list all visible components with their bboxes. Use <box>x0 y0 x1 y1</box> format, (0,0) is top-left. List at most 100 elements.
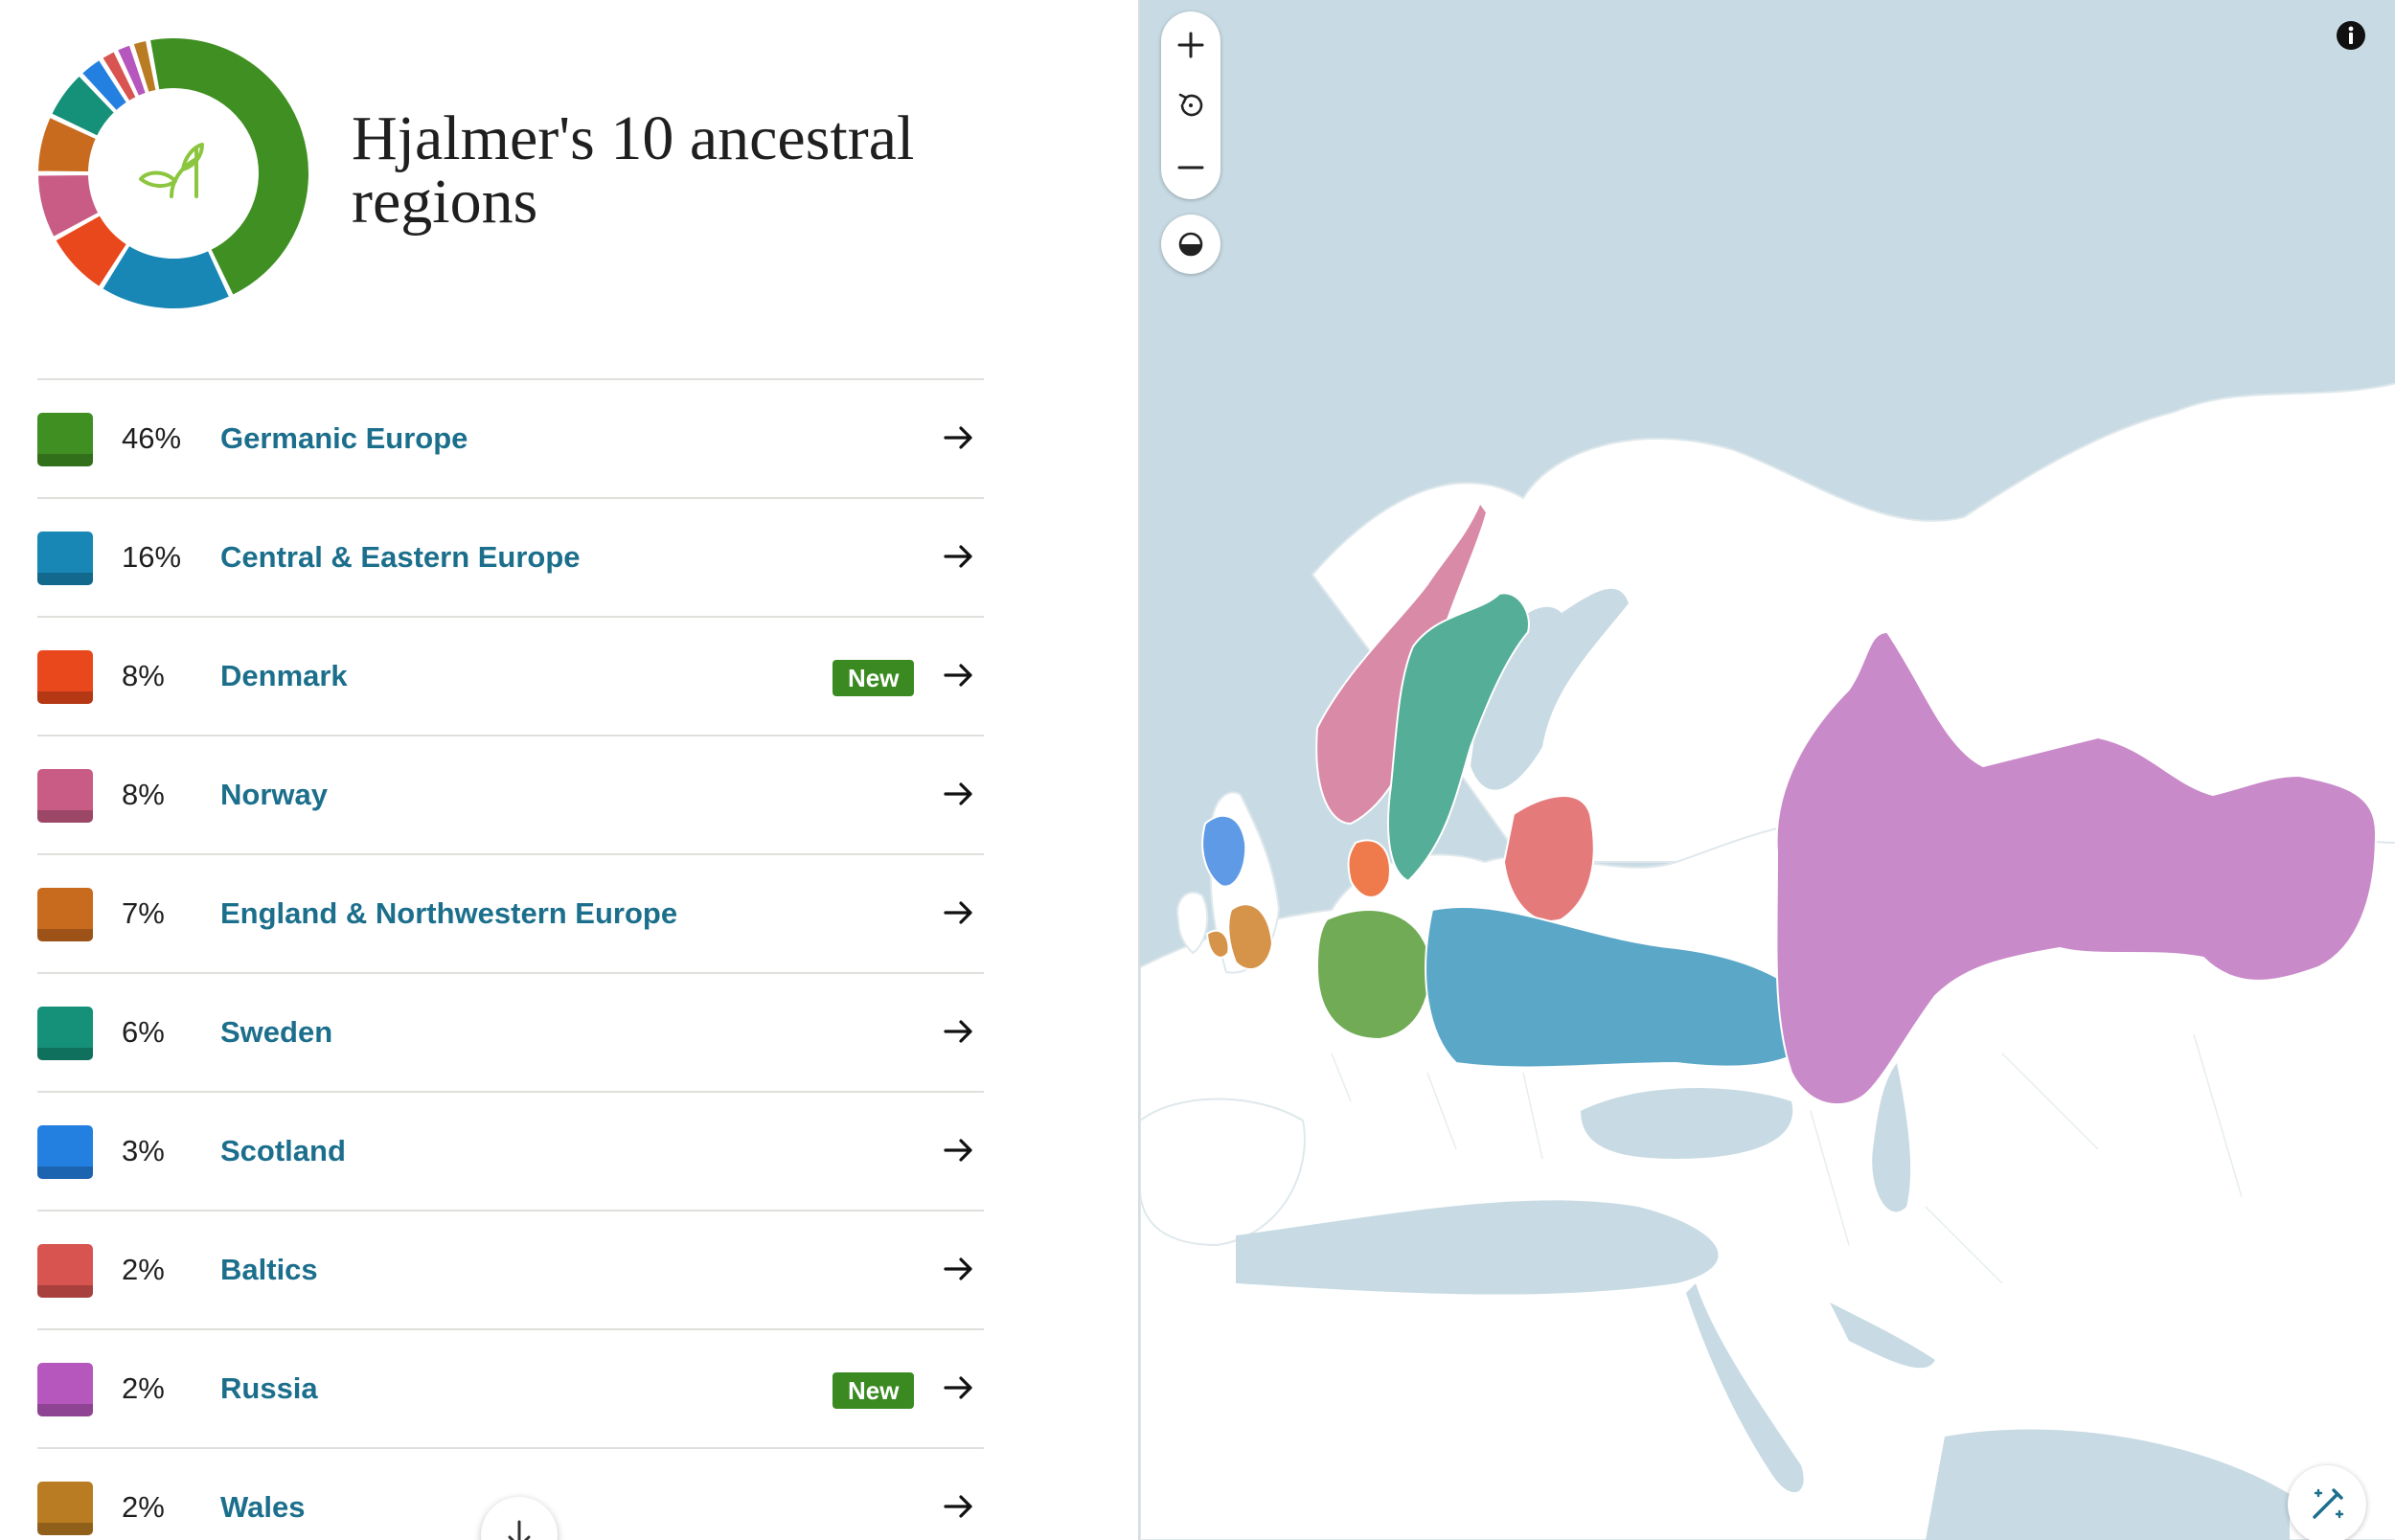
donut-segment <box>53 213 129 289</box>
donut-segment <box>80 57 129 113</box>
arabian-sea <box>1926 1429 2290 1540</box>
region-row[interactable]: 2% Wales <box>37 1449 984 1540</box>
border-lines <box>1331 1033 2243 1284</box>
contrast-toggle-button[interactable] <box>1161 215 1220 274</box>
region-percent: 46% <box>122 421 182 455</box>
caspian-sea <box>1872 1063 1911 1212</box>
region-color-swatch <box>37 1244 93 1298</box>
ancestry-map[interactable] <box>1138 0 2395 1540</box>
regions-panel: Hjalmer's 10 ancestral regions 46% German… <box>0 0 1138 1540</box>
scroll-down-button[interactable] <box>481 1497 558 1540</box>
region-color-swatch <box>37 650 93 704</box>
new-badge: New <box>833 660 915 696</box>
region-row[interactable]: 6% Sweden <box>37 974 984 1093</box>
region-color-swatch <box>37 413 93 466</box>
region-row[interactable]: 2% Baltics <box>37 1212 984 1330</box>
region-percent: 8% <box>122 778 165 811</box>
red-sea <box>1686 1283 1804 1493</box>
arrow-right-icon[interactable] <box>942 656 976 694</box>
donut-segment <box>148 36 310 298</box>
donut-segment <box>100 243 232 310</box>
region-percent: 2% <box>122 1490 165 1524</box>
region-norway <box>1315 502 1488 825</box>
arrow-right-icon[interactable] <box>942 775 976 813</box>
region-color-swatch <box>37 1363 93 1416</box>
region-sweden <box>1387 592 1530 882</box>
minus-icon <box>1177 166 1204 170</box>
region-row[interactable]: 7% England & Northwestern Europe <box>37 855 984 974</box>
region-name-link[interactable]: England & Northwestern Europe <box>220 896 678 930</box>
arrow-right-icon[interactable] <box>942 1131 976 1169</box>
land-ireland <box>1176 891 1209 955</box>
region-percent: 8% <box>122 659 165 692</box>
region-name-link[interactable]: Germanic Europe <box>220 421 468 455</box>
land-iberia <box>1140 1098 1306 1247</box>
region-color-swatch <box>37 1482 93 1535</box>
donut-segment <box>49 74 117 138</box>
persian-gulf <box>1830 1302 1935 1369</box>
half-circle-icon <box>1178 232 1203 257</box>
region-percent: 2% <box>122 1253 165 1286</box>
region-denmark <box>1347 839 1391 898</box>
region-color-swatch <box>37 532 93 585</box>
new-badge: New <box>833 1372 915 1409</box>
region-row[interactable]: 46% Germanic Europe <box>37 380 984 499</box>
donut-segment <box>100 49 138 103</box>
region-percent: 7% <box>122 896 165 930</box>
black-sea <box>1581 1088 1793 1159</box>
mediterranean-sea <box>1236 1200 1719 1295</box>
region-percent: 2% <box>122 1371 165 1405</box>
arrow-right-icon[interactable] <box>942 894 976 932</box>
map-canvas <box>1140 382 2395 1540</box>
magic-wand-icon <box>2313 1488 2344 1519</box>
region-germanic-europe <box>1316 909 1431 1040</box>
zoom-controls <box>1161 11 1220 199</box>
region-name-link[interactable]: Denmark <box>220 659 348 692</box>
arrow-right-icon[interactable] <box>942 1250 976 1288</box>
region-name-link[interactable]: Norway <box>220 778 328 811</box>
sprout-icon <box>139 143 204 198</box>
plus-icon <box>1177 32 1204 58</box>
region-name-link[interactable]: Baltics <box>220 1253 318 1286</box>
region-list: 46% Germanic Europe 16% Central & Eastern E… <box>37 378 984 1540</box>
arrow-right-icon[interactable] <box>942 537 976 576</box>
region-name-link[interactable]: Central & Eastern Europe <box>220 540 581 574</box>
region-row[interactable]: 2% Russia New <box>37 1330 984 1449</box>
reset-view-button[interactable] <box>1161 76 1220 135</box>
region-name-link[interactable]: Wales <box>220 1490 306 1524</box>
region-england <box>1227 903 1273 971</box>
donut-segment <box>115 43 148 99</box>
region-row[interactable]: 16% Central & Eastern Europe <box>37 499 984 618</box>
region-color-swatch <box>37 1125 93 1179</box>
arrow-right-icon[interactable] <box>942 419 976 457</box>
region-percent: 3% <box>122 1134 165 1167</box>
region-name-link[interactable]: Russia <box>220 1371 318 1405</box>
region-row[interactable]: 8% Denmark New <box>37 618 984 736</box>
region-wales <box>1206 929 1230 959</box>
donut-segment <box>35 172 101 239</box>
region-russia <box>1775 631 2377 1105</box>
ethnicity-donut-chart <box>35 36 310 310</box>
region-color-swatch <box>37 888 93 941</box>
region-baltics <box>1503 795 1595 922</box>
region-row[interactable]: 8% Norway <box>37 736 984 855</box>
region-color-swatch <box>37 1007 93 1060</box>
donut-segment <box>131 38 158 95</box>
arrow-right-icon[interactable] <box>942 1369 976 1407</box>
map-style-button[interactable] <box>2288 1465 2366 1540</box>
region-color-swatch <box>37 769 93 823</box>
region-row[interactable]: 3% Scotland <box>37 1093 984 1212</box>
region-name-link[interactable]: Sweden <box>220 1015 333 1049</box>
region-percent: 16% <box>122 540 182 574</box>
region-central-eastern-europe <box>1425 906 1821 1069</box>
region-name-link[interactable]: Scotland <box>220 1134 346 1167</box>
region-scotland <box>1201 814 1247 888</box>
info-icon[interactable] <box>2335 19 2367 52</box>
region-percent: 6% <box>122 1015 165 1049</box>
arrow-down-icon <box>508 1520 531 1540</box>
donut-segment <box>35 115 99 174</box>
zoom-out-button[interactable] <box>1161 138 1220 197</box>
arrow-right-icon[interactable] <box>942 1487 976 1526</box>
arrow-right-icon[interactable] <box>942 1012 976 1051</box>
zoom-in-button[interactable] <box>1161 15 1220 75</box>
